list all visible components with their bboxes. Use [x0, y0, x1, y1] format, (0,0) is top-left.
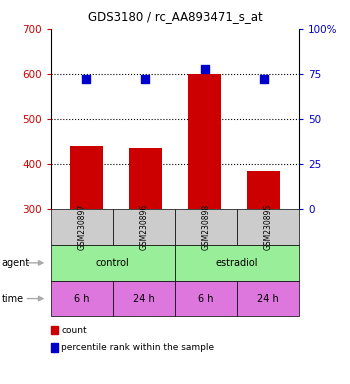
Text: agent: agent	[2, 258, 30, 268]
Text: GSM230898: GSM230898	[202, 204, 211, 250]
Point	[202, 65, 208, 71]
Point	[142, 76, 148, 83]
Text: GSM230897: GSM230897	[77, 204, 86, 250]
Bar	[70, 146, 103, 209]
Text: percentile rank within the sample: percentile rank within the sample	[61, 343, 214, 352]
Point	[261, 76, 267, 83]
Text: 24 h: 24 h	[257, 293, 279, 304]
Text: 6 h: 6 h	[74, 293, 90, 304]
Text: GSM230895: GSM230895	[264, 204, 273, 250]
Bar	[188, 74, 221, 209]
Text: 24 h: 24 h	[133, 293, 155, 304]
Text: estradiol: estradiol	[216, 258, 258, 268]
Bar	[129, 148, 162, 209]
Text: GSM230896: GSM230896	[139, 204, 148, 250]
Text: 6 h: 6 h	[198, 293, 214, 304]
Text: count: count	[61, 326, 87, 335]
Point	[83, 76, 89, 83]
Text: GDS3180 / rc_AA893471_s_at: GDS3180 / rc_AA893471_s_at	[88, 10, 262, 23]
Text: control: control	[96, 258, 130, 268]
Text: time: time	[2, 293, 24, 304]
Bar	[247, 171, 280, 209]
